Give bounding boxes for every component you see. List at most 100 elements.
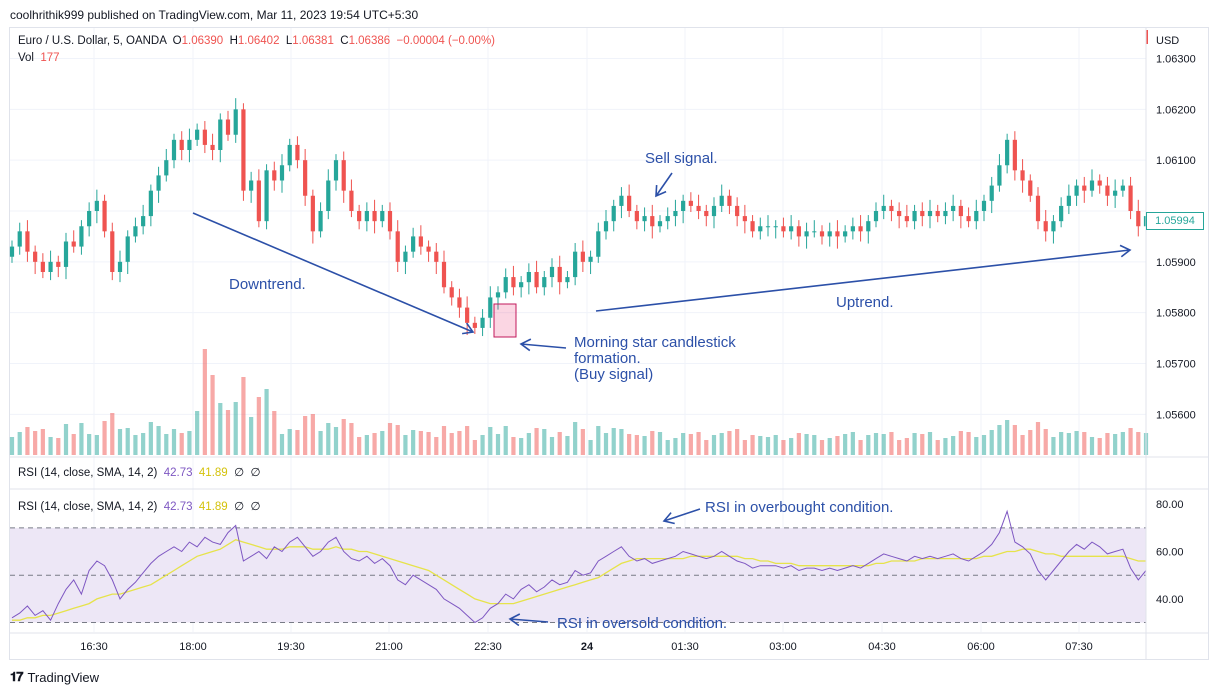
candle-body <box>1074 185 1079 196</box>
volume-bar <box>681 433 686 455</box>
volume-bar <box>25 427 30 455</box>
overbought-arrow-head <box>662 512 675 525</box>
rsi-legend-z1: ∅ <box>234 501 245 513</box>
rsi-legend-ma: 41.89 <box>198 501 228 513</box>
price-tick-label: 1.05700 <box>1156 359 1196 371</box>
oversold-label: RSI in oversold condition. <box>557 615 728 632</box>
candle-body <box>920 211 925 217</box>
candle-body <box>557 266 562 283</box>
rsi-tick-label: 40.00 <box>1156 594 1184 606</box>
volume-bar <box>665 440 670 455</box>
time-tick-label: 18:00 <box>179 641 207 653</box>
uptrend-arrow-head <box>1119 244 1132 258</box>
volume-bar <box>225 410 231 455</box>
volume-bar <box>241 377 246 455</box>
volume-bar <box>1012 425 1017 455</box>
downtrend-arrow <box>192 212 474 333</box>
rsi-legend-z2: ∅ <box>250 501 261 513</box>
candle-body <box>889 205 894 211</box>
candle-body <box>318 211 323 232</box>
volume-bar <box>812 435 817 455</box>
drawing-overlays <box>192 30 1148 627</box>
time-tick-label: 19:30 <box>277 641 305 653</box>
candle-body <box>596 231 601 257</box>
candle-body <box>719 195 724 206</box>
volume-bar <box>40 429 45 455</box>
candle-body <box>997 165 1002 186</box>
volume-bar <box>866 435 871 455</box>
candle-body <box>195 129 200 140</box>
morning-star-label-2: formation. <box>574 350 641 367</box>
volume-bar <box>441 426 447 455</box>
volume-bar <box>364 435 369 455</box>
candle-body <box>526 272 531 283</box>
candle-body <box>511 277 516 288</box>
candle-body <box>765 226 771 228</box>
candle-body <box>272 170 277 181</box>
candle-body <box>927 211 933 217</box>
candle-body <box>881 205 886 211</box>
candle-body <box>611 205 616 222</box>
downtrend-label: Downtrend. <box>229 276 306 293</box>
volume-bar <box>1097 438 1102 455</box>
candle-body <box>966 216 971 222</box>
candle-body <box>56 261 61 267</box>
price-tick-label: 1.05800 <box>1156 308 1196 320</box>
candle-body <box>688 200 693 206</box>
low-value: 1.06381 <box>292 35 334 47</box>
candle-body <box>796 226 801 237</box>
candle-body <box>395 231 400 262</box>
volume-bar <box>981 435 987 455</box>
candle-body <box>1012 139 1017 171</box>
volume-bar <box>997 425 1002 455</box>
volume-bar <box>642 436 647 455</box>
candle-body <box>989 185 994 201</box>
oversold-arrow <box>509 618 549 623</box>
candle-body <box>1136 211 1141 227</box>
volume-bar <box>372 433 377 455</box>
volume-bar <box>272 411 277 455</box>
sell-signal-arrow-head <box>655 184 667 198</box>
volume-bar <box>1074 431 1079 455</box>
volume-bar <box>789 438 794 455</box>
candle-body <box>958 205 963 217</box>
volume-bar <box>1105 433 1110 455</box>
candle-body <box>1082 185 1087 191</box>
volume-bar <box>526 433 531 455</box>
footer-brand-text: TradingView <box>27 669 100 685</box>
volume-bar <box>557 432 562 455</box>
close-label: C <box>340 35 349 47</box>
candle-body <box>943 211 948 217</box>
volume-bar <box>249 417 254 455</box>
volume-bar <box>87 434 92 455</box>
candle-body <box>488 297 493 318</box>
volume-bar <box>110 413 115 455</box>
rsi-legend-value: 42.73 <box>163 467 193 479</box>
candle-body <box>804 231 809 237</box>
volume-bar <box>912 433 917 455</box>
volume-bar <box>534 428 539 455</box>
candle-body <box>603 221 609 232</box>
volume-bar <box>63 424 69 455</box>
candle-body <box>503 277 508 293</box>
time-tick-label: 01:30 <box>671 641 699 653</box>
candle-body <box>758 226 763 232</box>
overbought-label: RSI in overbought condition. <box>705 499 894 516</box>
rsi-legend-value: 42.73 <box>163 501 193 513</box>
rsi-legend-pane[interactable]: RSI (14, close, SMA, 14, 2) 42.73 41.89 … <box>18 499 261 513</box>
volume-bar <box>465 426 470 455</box>
volume-bar <box>1066 433 1071 455</box>
volume-bar <box>1113 434 1118 455</box>
candle-body <box>843 231 848 237</box>
candle-body <box>1120 185 1125 191</box>
footer-brand[interactable]: 𝟏𝟕 TradingView <box>10 669 99 685</box>
candle-body <box>171 139 177 161</box>
chart-frame <box>9 27 1209 660</box>
candle-body <box>256 180 261 222</box>
candle-body <box>1097 180 1102 186</box>
volume-bar <box>1082 432 1087 455</box>
candle-body <box>110 231 115 272</box>
rsi-legend-collapsed[interactable]: RSI (14, close, SMA, 14, 2) 42.73 41.89 … <box>18 465 261 479</box>
volume-bar <box>380 431 385 455</box>
